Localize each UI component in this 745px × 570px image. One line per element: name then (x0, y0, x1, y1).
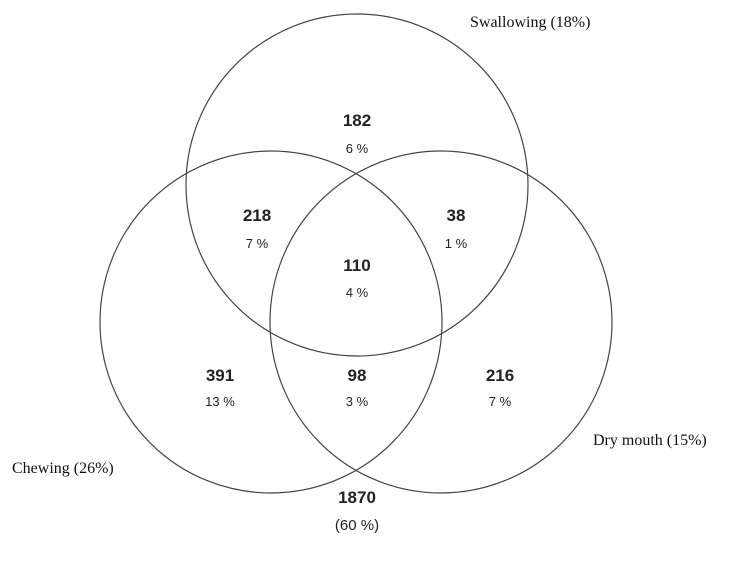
region-count: 391 (206, 366, 234, 385)
set-label: Dry mouth (15%) (593, 432, 707, 449)
region-count: 182 (343, 111, 371, 130)
region-percent: 6 % (346, 141, 369, 156)
region-percent: 7 % (489, 394, 512, 409)
region-count: 218 (243, 206, 271, 225)
dry-mouth-circle (269, 150, 613, 494)
swallowing-circle (185, 13, 529, 357)
chewing-circle (99, 150, 443, 494)
outside-percent: (60 %) (335, 517, 379, 534)
region-percent: 13 % (205, 394, 235, 409)
region-percent: 3 % (346, 394, 369, 409)
outside-count: 1870 (338, 488, 376, 507)
region-count: 110 (343, 256, 370, 275)
region-percent: 1 % (445, 236, 468, 251)
set-label: Swallowing (18%) (470, 14, 590, 31)
region-count: 98 (348, 366, 367, 385)
set-label: Chewing (26%) (12, 460, 114, 477)
region-count: 38 (447, 206, 466, 225)
region-percent: 7 % (246, 236, 269, 251)
region-count: 216 (486, 366, 514, 385)
region-percent: 4 % (346, 285, 369, 300)
